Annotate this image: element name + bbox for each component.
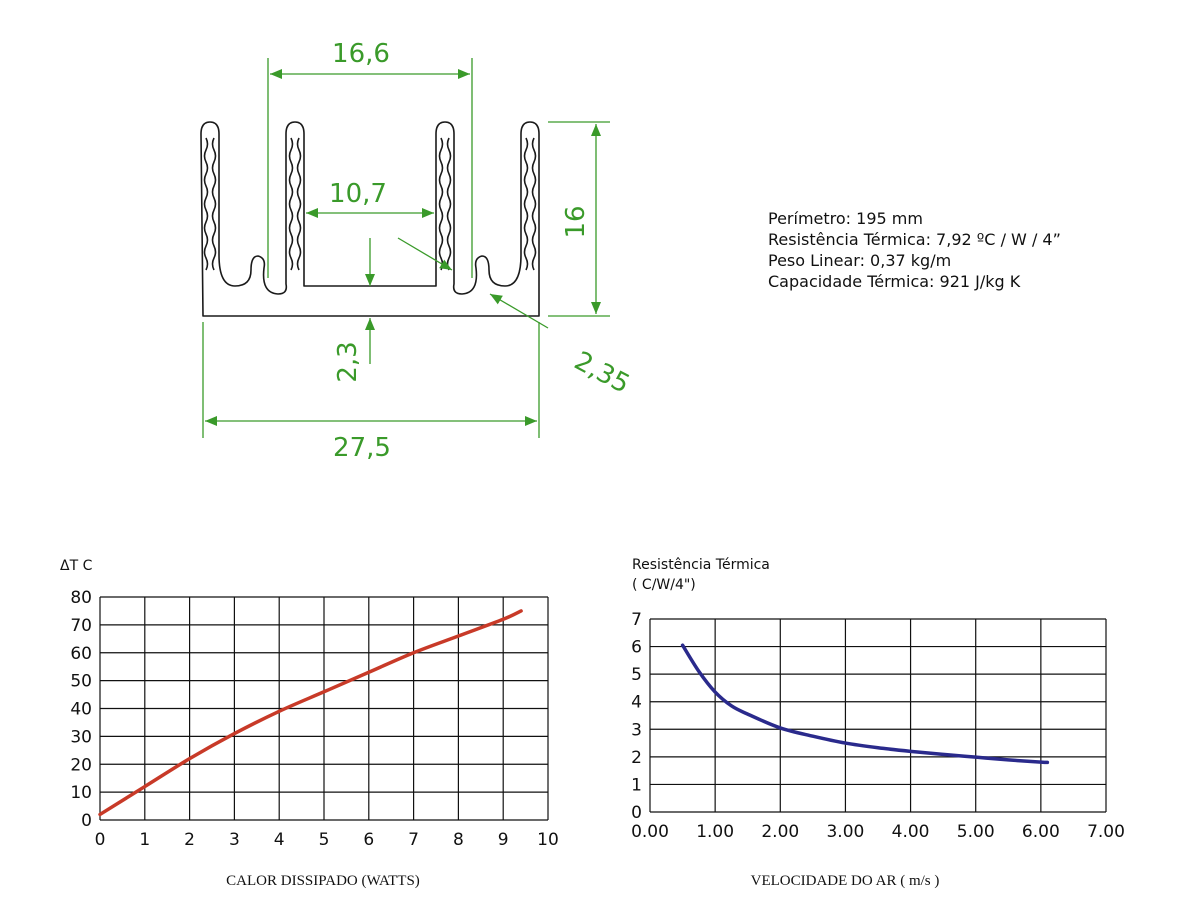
- c2-ytick-5: 5: [631, 665, 642, 685]
- c2-ytick-4: 4: [631, 693, 642, 713]
- dim-top-label: 16,6: [332, 39, 390, 69]
- c2-ytick-6: 6: [631, 638, 642, 658]
- chart1-grid: [99, 596, 549, 821]
- dim-fin-label: 2,35: [569, 346, 634, 400]
- chart-delta-t: ΔT C 0 10 20 30 40 50 60 70 80 0 1 2 3 4 5 6 7 8 9 10 CALO…: [60, 558, 559, 889]
- spec-thermal-resistance: Resistência Térmica: 7,92 ºC / W / 4”: [768, 230, 1061, 249]
- chart2-yticks: 0 1 2 3 4 5 6 7: [631, 610, 642, 823]
- c1-ytick-5: 50: [70, 672, 92, 692]
- c1-xtick-2: 2: [184, 830, 195, 850]
- c1-xtick-6: 6: [363, 830, 374, 850]
- dim-width-label: 27,5: [333, 433, 391, 463]
- heatsink-profile: 16,6 10,7 16 2,3 2,35 27,5: [200, 39, 634, 463]
- chart2-grid: [649, 618, 1107, 813]
- c2-ytick-1: 1: [631, 775, 642, 795]
- fin-contour-2: [288, 137, 302, 271]
- c2-ytick-2: 2: [631, 748, 642, 768]
- dim-base-label: 2,3: [333, 341, 363, 382]
- dim-height-label: 16: [561, 205, 591, 238]
- chart1-xlabel: CALOR DISSIPADO (WATTS): [226, 873, 420, 889]
- chart-thermal-resistance: Resistência Térmica ( C/W/4") 0 1 2 3 4 5 6 7 0…: [631, 557, 1125, 889]
- c1-ytick-0: 0: [81, 811, 92, 831]
- c2-xtick-7: 7.00: [1087, 822, 1125, 842]
- spec-linear-weight: Peso Linear: 0,37 kg/m: [768, 251, 952, 270]
- c1-xtick-0: 0: [95, 830, 106, 850]
- fin-contour-4: [523, 137, 537, 271]
- c2-xtick-3: 3.00: [826, 822, 864, 842]
- c2-xtick-0: 0.00: [631, 822, 669, 842]
- dim-line-fin: [489, 293, 549, 329]
- c1-xtick-1: 1: [139, 830, 150, 850]
- c1-ytick-6: 60: [70, 644, 92, 664]
- c2-ytick-7: 7: [631, 610, 642, 630]
- c2-xtick-5: 5.00: [957, 822, 995, 842]
- c1-ytick-4: 40: [70, 700, 92, 720]
- chart2-xticks: 0.00 1.00 2.00 3.00 4.00 5.00 6.00 7.00: [631, 822, 1125, 842]
- c2-xtick-6: 6.00: [1022, 822, 1060, 842]
- c1-ytick-3: 30: [70, 727, 92, 747]
- fin-contour-1: [203, 137, 217, 271]
- c1-xtick-9: 9: [498, 830, 509, 850]
- c1-xtick-10: 10: [537, 830, 559, 850]
- c2-xtick-4: 4.00: [892, 822, 930, 842]
- c1-ytick-2: 20: [70, 755, 92, 775]
- c2-ytick-0: 0: [631, 803, 642, 823]
- spec-thermal-capacity: Capacidade Térmica: 921 J/kg K: [768, 272, 1021, 291]
- c1-xtick-8: 8: [453, 830, 464, 850]
- chart1-series-line: [98, 609, 523, 817]
- c1-xtick-4: 4: [274, 830, 285, 850]
- c2-xtick-2: 2.00: [761, 822, 799, 842]
- chart2-ylabel-line1: Resistência Térmica: [632, 557, 770, 573]
- c1-ytick-8: 80: [70, 588, 92, 608]
- c1-xtick-3: 3: [229, 830, 240, 850]
- c1-ytick-1: 10: [70, 783, 92, 803]
- c2-xtick-1: 1.00: [696, 822, 734, 842]
- dim-inner-label: 10,7: [329, 179, 387, 209]
- chart2-series-line: [680, 643, 1050, 765]
- chart2-ylabel-line2: ( C/W/4"): [632, 577, 696, 593]
- fin-contour-3: [438, 137, 452, 271]
- spec-perimeter: Perímetro: 195 mm: [768, 209, 923, 228]
- c2-ytick-3: 3: [631, 720, 642, 740]
- c1-xtick-7: 7: [408, 830, 419, 850]
- chart1-yticks: 0 10 20 30 40 50 60 70 80: [70, 588, 92, 831]
- chart2-xlabel: VELOCIDADE DO AR ( m/s ): [751, 873, 940, 889]
- chart1-ylabel: ΔT C: [60, 558, 93, 574]
- spec-list: Perímetro: 195 mm Resistência Térmica: 7…: [768, 208, 1061, 292]
- c1-ytick-7: 70: [70, 616, 92, 636]
- chart1-xticks: 0 1 2 3 4 5 6 7 8 9 10: [95, 830, 559, 850]
- c1-xtick-5: 5: [319, 830, 330, 850]
- profile-outline: [200, 121, 540, 317]
